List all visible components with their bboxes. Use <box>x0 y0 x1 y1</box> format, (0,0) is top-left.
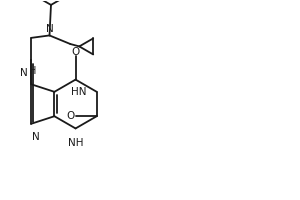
Text: NH: NH <box>68 138 83 148</box>
Text: N: N <box>46 24 53 34</box>
Text: N: N <box>32 132 40 142</box>
Text: H: H <box>29 66 36 76</box>
Text: O: O <box>67 111 75 121</box>
Text: O: O <box>71 47 80 57</box>
Text: N: N <box>20 68 28 78</box>
Text: HN: HN <box>71 87 86 97</box>
